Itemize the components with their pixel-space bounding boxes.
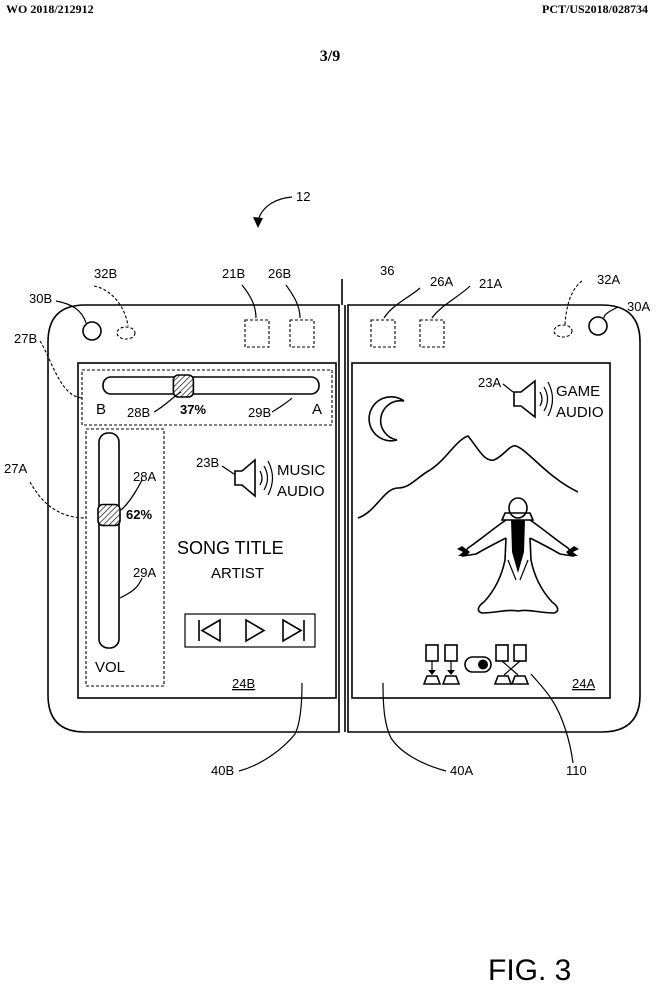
balance-slider-track[interactable]	[102, 376, 320, 395]
ref-21a: 21A	[479, 276, 502, 291]
audio-routing-indicator[interactable]	[422, 644, 530, 685]
balance-slider-thumb[interactable]	[172, 374, 195, 398]
ref-29a: 29A	[133, 565, 156, 580]
ref-40a: 40A	[450, 763, 473, 778]
ref-12: 12	[296, 189, 310, 204]
ref-30b: 30B	[29, 291, 52, 306]
mountain-outline	[357, 435, 579, 519]
ref-110: 110	[566, 763, 587, 778]
volume-label: VOL	[95, 659, 125, 676]
volume-slider-thumb[interactable]	[97, 503, 121, 527]
left-sensor	[116, 326, 136, 340]
figure-label: FIG. 3	[488, 954, 572, 987]
music-audio-line1: MUSIC	[277, 462, 326, 479]
right-sensor	[553, 324, 573, 338]
previous-icon[interactable]	[198, 618, 221, 643]
right-camera	[588, 316, 608, 336]
volume-slider-track[interactable]	[98, 432, 120, 649]
balance-slider-region	[81, 369, 333, 426]
song-title: SONG TITLE	[177, 538, 284, 558]
ref-32a: 32A	[597, 272, 620, 287]
ref-36: 36	[380, 263, 394, 278]
wizard-figure	[457, 497, 579, 614]
ref-21b: 21B	[222, 266, 245, 281]
left-component-26b	[289, 319, 315, 348]
left-camera	[82, 321, 102, 341]
balance-value: 37%	[180, 402, 206, 417]
game-speaker-icon[interactable]	[513, 379, 554, 419]
left-screen	[77, 362, 337, 699]
ref-32b: 32B	[94, 266, 117, 281]
ref-24b: 24B	[232, 676, 255, 691]
right-component-21a	[419, 319, 445, 348]
ref-23a: 23A	[478, 375, 501, 390]
ref-40b: 40B	[211, 763, 234, 778]
left-component-21b	[244, 319, 270, 348]
ref-27a: 27A	[4, 461, 27, 476]
ref-28a: 28A	[133, 469, 156, 484]
application-number: PCT/US2018/028734	[541, 2, 648, 16]
balance-label-right: A	[312, 401, 322, 418]
device-body	[47, 304, 641, 733]
game-audio-line2: AUDIO	[556, 404, 604, 421]
artist-name: ARTIST	[211, 565, 264, 582]
ref-24a: 24A	[572, 676, 595, 691]
right-component-26a	[370, 319, 396, 348]
leader-lines	[29, 196, 619, 772]
ref-28b: 28B	[127, 405, 150, 420]
ref-26b: 26B	[268, 266, 291, 281]
right-screen	[351, 362, 611, 699]
ref-30a: 30A	[627, 299, 650, 314]
balance-label-left: B	[96, 401, 106, 418]
volume-slider-region	[85, 428, 165, 687]
ref-26a: 26A	[430, 274, 453, 289]
volume-value: 62%	[126, 507, 152, 522]
patent-number: WO 2018/212912	[6, 2, 94, 16]
sheet-number: 3/9	[319, 48, 341, 65]
ref-29b: 29B	[248, 405, 271, 420]
game-audio-line1: GAME	[556, 383, 600, 400]
next-icon[interactable]	[282, 618, 305, 643]
moon-icon	[368, 396, 405, 442]
music-audio-line2: AUDIO	[277, 483, 325, 500]
toggle-switch-icon[interactable]	[464, 656, 492, 673]
ref-27b: 27B	[14, 331, 37, 346]
ref-23b: 23B	[196, 455, 219, 470]
media-controls	[184, 613, 316, 648]
speaker-icon[interactable]	[234, 458, 274, 498]
play-icon[interactable]	[245, 618, 266, 643]
